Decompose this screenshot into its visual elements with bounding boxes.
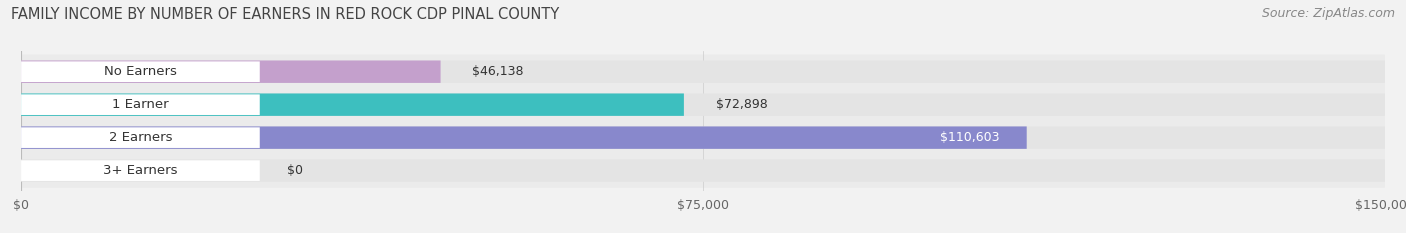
- FancyBboxPatch shape: [21, 93, 1385, 116]
- FancyBboxPatch shape: [21, 127, 1385, 149]
- Text: 2 Earners: 2 Earners: [108, 131, 172, 144]
- Text: $46,138: $46,138: [472, 65, 524, 78]
- FancyBboxPatch shape: [21, 127, 260, 148]
- Text: FAMILY INCOME BY NUMBER OF EARNERS IN RED ROCK CDP PINAL COUNTY: FAMILY INCOME BY NUMBER OF EARNERS IN RE…: [11, 7, 560, 22]
- Text: 3+ Earners: 3+ Earners: [103, 164, 177, 177]
- Text: $72,898: $72,898: [716, 98, 768, 111]
- Text: $110,603: $110,603: [941, 131, 1000, 144]
- Text: 1 Earner: 1 Earner: [112, 98, 169, 111]
- FancyBboxPatch shape: [21, 93, 683, 116]
- FancyBboxPatch shape: [21, 154, 1385, 188]
- FancyBboxPatch shape: [21, 61, 440, 83]
- FancyBboxPatch shape: [21, 94, 260, 115]
- FancyBboxPatch shape: [21, 88, 1385, 122]
- FancyBboxPatch shape: [21, 61, 1385, 83]
- Text: $0: $0: [287, 164, 304, 177]
- Text: Source: ZipAtlas.com: Source: ZipAtlas.com: [1261, 7, 1395, 20]
- FancyBboxPatch shape: [21, 159, 1385, 182]
- FancyBboxPatch shape: [21, 120, 1385, 155]
- FancyBboxPatch shape: [21, 160, 260, 181]
- FancyBboxPatch shape: [21, 61, 260, 82]
- Text: No Earners: No Earners: [104, 65, 177, 78]
- FancyBboxPatch shape: [21, 55, 1385, 89]
- FancyBboxPatch shape: [21, 127, 1026, 149]
